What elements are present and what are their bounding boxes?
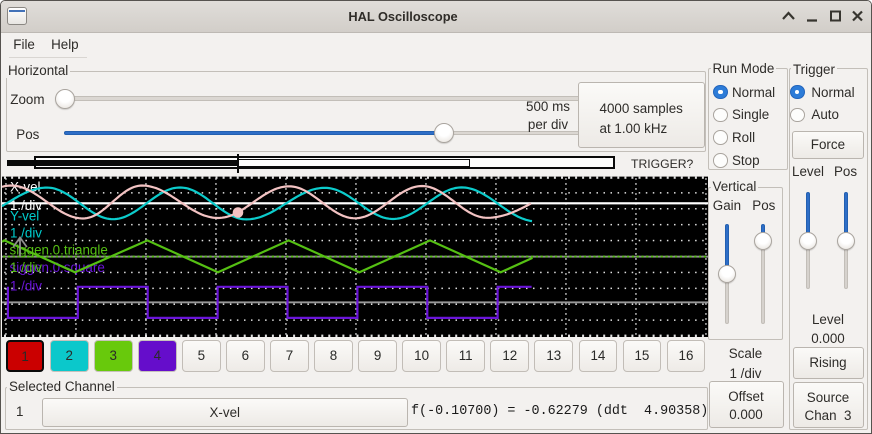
svg-text:siggen.0.square: siggen.0.square <box>10 260 105 275</box>
svg-text:1 /div: 1 /div <box>10 260 42 275</box>
svg-text:Y-vel: Y-vel <box>10 209 39 224</box>
svg-text:1 /div: 1 /div <box>10 226 42 241</box>
svg-text:1 /div: 1 /div <box>10 198 42 213</box>
svg-text:1 /div: 1 /div <box>10 279 42 294</box>
